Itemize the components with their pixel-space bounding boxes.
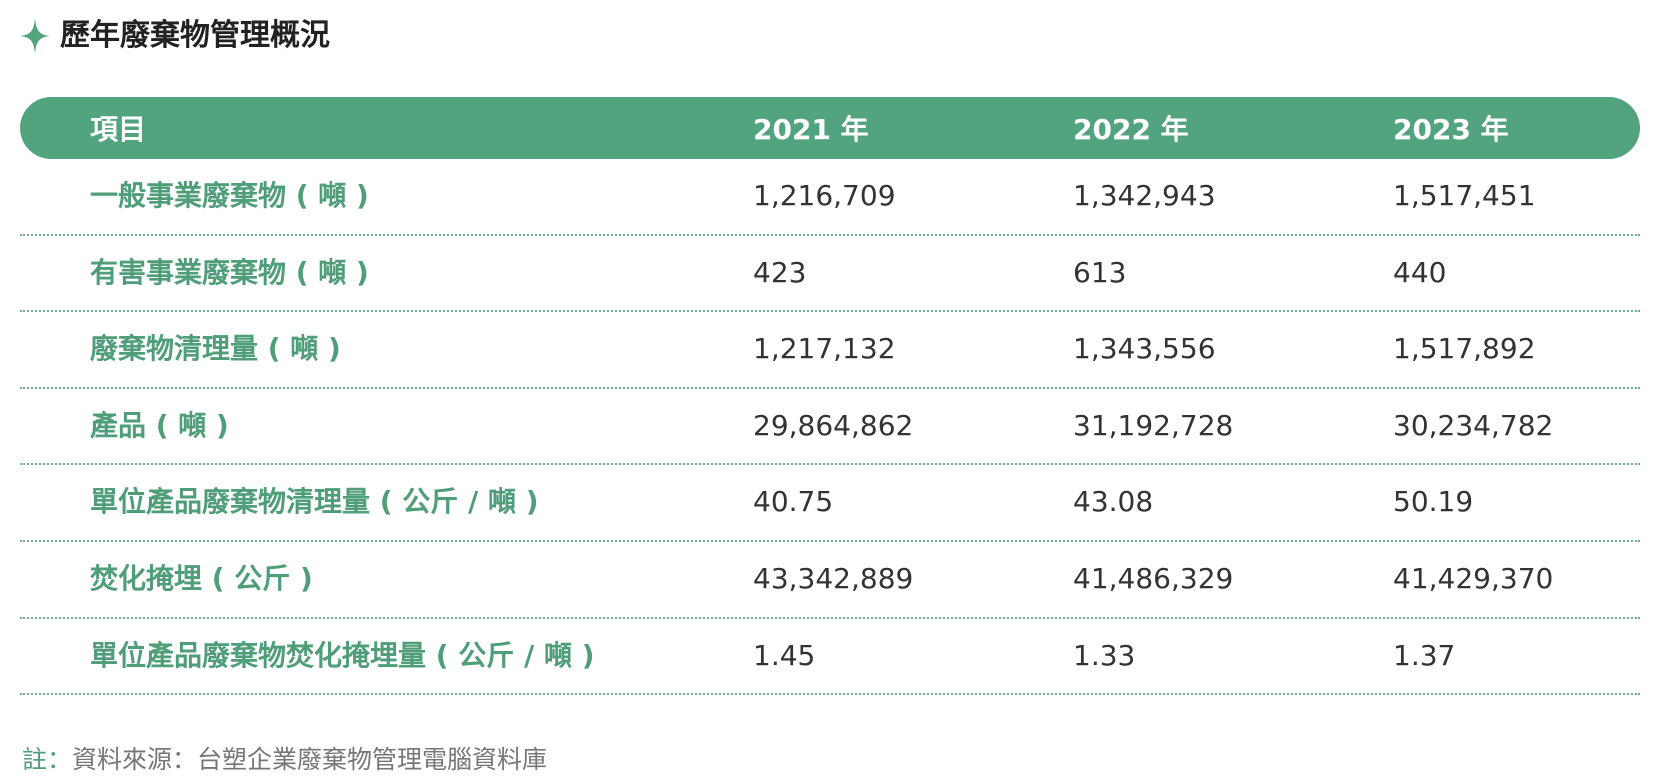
- waste-management-table: 項目 2021 年 2022 年 2023 年 一般事業廢棄物 ( 噸 ) 1,…: [20, 97, 1640, 696]
- cell-2023: 1,517,892: [1393, 332, 1536, 366]
- row-label: 廢棄物清理量 ( 噸 ): [90, 332, 341, 366]
- cell-2023: 440: [1393, 255, 1447, 289]
- table-row: 焚化掩埋 ( 公斤 ) 43,342,889 41,486,329 41,429…: [20, 542, 1640, 619]
- header-item: 項目: [90, 113, 147, 146]
- cell-2022: 43.08: [1073, 485, 1154, 519]
- cell-2021: 1.45: [753, 638, 816, 672]
- row-label: 單位產品廢棄物清理量 ( 公斤 / 噸 ): [90, 485, 539, 519]
- section-header: 歷年廢棄物管理概況: [18, 16, 330, 56]
- note-text: 資料來源：台塑企業廢棄物管理電腦資料庫: [72, 745, 548, 774]
- cell-2023: 50.19: [1393, 485, 1474, 519]
- table-header: 項目 2021 年 2022 年 2023 年: [20, 97, 1640, 159]
- table-row: 單位產品廢棄物焚化掩埋量 ( 公斤 / 噸 ) 1.45 1.33 1.37: [20, 619, 1640, 696]
- header-2021: 2021 年: [753, 113, 869, 146]
- table-row: 單位產品廢棄物清理量 ( 公斤 / 噸 ) 40.75 43.08 50.19: [20, 465, 1640, 542]
- table-row: 產品 ( 噸 ) 29,864,862 31,192,728 30,234,78…: [20, 389, 1640, 466]
- cell-2023: 1,517,451: [1393, 179, 1536, 212]
- table-row: 有害事業廢棄物 ( 噸 ) 423 613 440: [20, 236, 1640, 313]
- cell-2021: 43,342,889: [753, 561, 914, 595]
- cell-2021: 29,864,862: [753, 408, 914, 442]
- row-label: 焚化掩埋 ( 公斤 ): [90, 561, 313, 595]
- four-point-star-icon: [20, 18, 50, 54]
- cell-2023: 41,429,370: [1393, 561, 1554, 595]
- cell-2022: 41,486,329: [1073, 561, 1234, 595]
- cell-2023: 30,234,782: [1393, 408, 1554, 442]
- cell-2022: 613: [1073, 255, 1127, 289]
- cell-2022: 31,192,728: [1073, 408, 1234, 442]
- row-label: 單位產品廢棄物焚化掩埋量 ( 公斤 / 噸 ): [90, 638, 595, 672]
- source-note: 註：資料來源：台塑企業廢棄物管理電腦資料庫: [22, 740, 547, 776]
- cell-2021: 423: [753, 255, 807, 289]
- cell-2023: 1.37: [1393, 638, 1456, 672]
- row-label: 產品 ( 噸 ): [90, 408, 229, 442]
- header-2023: 2023 年: [1393, 113, 1509, 146]
- table-row: 一般事業廢棄物 ( 噸 ) 1,216,709 1,342,943 1,517,…: [20, 159, 1640, 236]
- page-title: 歷年廢棄物管理概況: [60, 18, 330, 53]
- note-prefix: 註：: [22, 745, 73, 774]
- cell-2021: 1,217,132: [753, 332, 896, 366]
- row-label: 有害事業廢棄物 ( 噸 ): [90, 255, 369, 289]
- cell-2021: 1,216,709: [753, 179, 896, 212]
- header-2022: 2022 年: [1073, 113, 1189, 146]
- cell-2022: 1,343,556: [1073, 332, 1216, 366]
- cell-2022: 1.33: [1073, 638, 1136, 672]
- table-row: 廢棄物清理量 ( 噸 ) 1,217,132 1,343,556 1,517,8…: [20, 312, 1640, 389]
- row-label: 一般事業廢棄物 ( 噸 ): [90, 179, 369, 212]
- cell-2021: 40.75: [753, 485, 834, 519]
- cell-2022: 1,342,943: [1073, 179, 1216, 212]
